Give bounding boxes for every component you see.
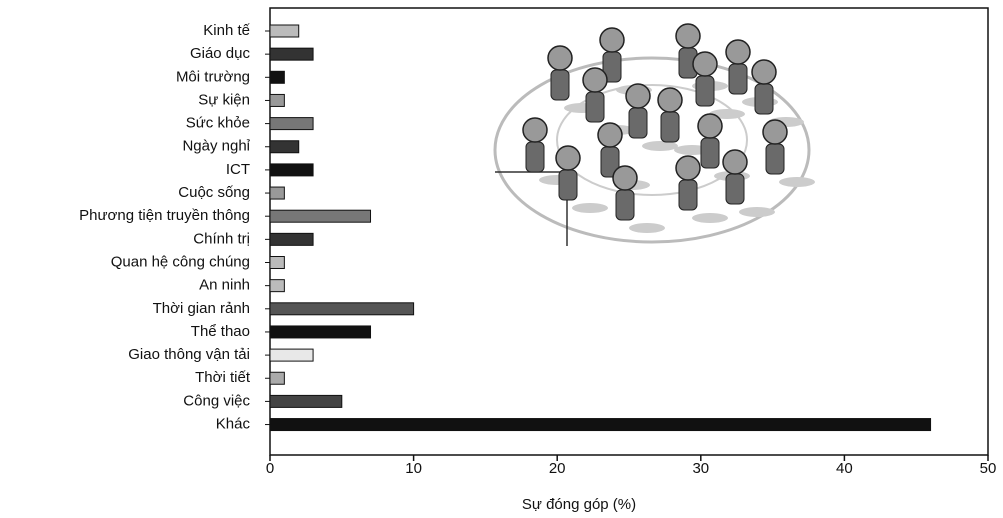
person-body	[559, 170, 577, 200]
person-body	[526, 142, 544, 172]
x-tick-label: 30	[692, 460, 709, 477]
y-tick-label: Phương tiện truyền thông	[79, 207, 250, 224]
person-body	[586, 92, 604, 122]
y-tick-label: Ngày nghỉ	[182, 138, 250, 155]
bar	[270, 71, 284, 83]
person-head	[698, 114, 722, 138]
y-tick-label: Chính trị	[193, 230, 250, 247]
bar	[270, 94, 284, 106]
bar	[270, 187, 284, 199]
y-tick-label: An ninh	[199, 277, 250, 294]
person-head	[613, 166, 637, 190]
person-head	[658, 88, 682, 112]
x-tick-label: 10	[405, 460, 422, 477]
y-tick-label: Thời tiết	[195, 369, 251, 386]
person-body	[726, 174, 744, 204]
bar	[270, 395, 342, 407]
y-tick-label: Khác	[216, 416, 251, 433]
bar	[270, 303, 414, 315]
bar	[270, 419, 931, 431]
person-body	[629, 108, 647, 138]
bar	[270, 257, 284, 269]
person-body	[766, 144, 784, 174]
y-tick-label: Thể thao	[191, 323, 250, 340]
person-head	[693, 52, 717, 76]
x-tick-label: 20	[549, 460, 566, 477]
y-tick-label: Giáo dục	[190, 45, 251, 62]
plot-frame	[270, 8, 988, 455]
x-axis-label: Sự đóng góp (%)	[522, 496, 636, 513]
person-head	[752, 60, 776, 84]
bar	[270, 25, 299, 37]
chart: Sự đóng góp (%) 0 10 20 30 40 50 Kinh tế Giáo d…	[0, 0, 1003, 518]
person-shadow	[572, 203, 608, 213]
person-body	[755, 84, 773, 114]
person-body	[696, 76, 714, 106]
person-body	[729, 64, 747, 94]
person-head	[676, 24, 700, 48]
bar	[270, 372, 284, 384]
bar	[270, 233, 313, 245]
y-tick-label: Sức khỏe	[186, 115, 250, 132]
person-head	[548, 46, 572, 70]
bar	[270, 326, 371, 338]
y-tick-label: Cuộc sống	[178, 184, 250, 201]
bar	[270, 349, 313, 361]
bar	[270, 141, 299, 153]
y-tick-label: Kinh tế	[203, 22, 250, 39]
person-shadow	[629, 223, 665, 233]
person-head	[583, 68, 607, 92]
person-head	[523, 118, 547, 142]
y-tick-label: Môi trường	[176, 68, 250, 85]
bar	[270, 164, 313, 176]
person-head	[763, 120, 787, 144]
x-tick-label: 40	[836, 460, 853, 477]
person-head	[556, 146, 580, 170]
y-tick-label: Công việc	[183, 392, 250, 409]
person-head	[600, 28, 624, 52]
person-head	[676, 156, 700, 180]
person-head	[726, 40, 750, 64]
x-tick-label: 0	[266, 460, 274, 477]
bar	[270, 48, 313, 60]
person-shadow	[779, 177, 815, 187]
person-body	[679, 180, 697, 210]
x-tick-label: 50	[980, 460, 997, 477]
person-head	[626, 84, 650, 108]
y-tick-label: Thời gian rảnh	[153, 300, 250, 317]
person-shadow	[739, 207, 775, 217]
person-shadow	[692, 213, 728, 223]
person-body	[616, 190, 634, 220]
illustration	[495, 24, 815, 246]
person-body	[551, 70, 569, 100]
y-tick-label: Giao thông vận tải	[128, 346, 250, 363]
bar	[270, 210, 371, 222]
y-tick-label: ICT	[226, 161, 250, 178]
bar	[270, 280, 284, 292]
y-tick-label: Quan hệ công chúng	[111, 253, 250, 270]
person-body	[701, 138, 719, 168]
person-head	[598, 123, 622, 147]
person-head	[723, 150, 747, 174]
person-body	[661, 112, 679, 142]
y-tick-label: Sự kiện	[198, 91, 250, 108]
bar	[270, 118, 313, 130]
